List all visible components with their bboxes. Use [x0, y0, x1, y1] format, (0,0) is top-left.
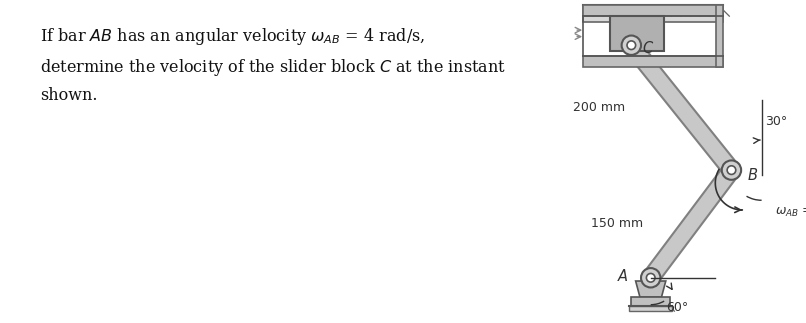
Text: 200 mm: 200 mm [573, 101, 625, 114]
Polygon shape [625, 40, 738, 175]
Text: If bar $AB$ has an angular velocity $\omega_{AB}$ = 4 rad/s,
determine the veloc: If bar $AB$ has an angular velocity $\om… [40, 26, 506, 104]
Polygon shape [644, 165, 738, 283]
Text: 60°: 60° [666, 301, 688, 315]
Circle shape [627, 41, 636, 49]
Bar [583, 5, 723, 16]
Text: 150 mm: 150 mm [591, 217, 642, 230]
Text: $B$: $B$ [746, 168, 758, 183]
Bar [631, 297, 670, 306]
Bar [583, 5, 723, 22]
Text: $A$: $A$ [617, 268, 629, 284]
Circle shape [721, 161, 742, 180]
Text: $\omega_{AB}$ = 4 rad/s: $\omega_{AB}$ = 4 rad/s [775, 203, 806, 219]
Bar [610, 16, 663, 51]
Bar [583, 56, 723, 67]
Text: $C$: $C$ [642, 40, 654, 57]
Bar [629, 306, 672, 311]
Circle shape [621, 36, 641, 55]
Circle shape [641, 268, 660, 287]
Polygon shape [636, 281, 666, 297]
Circle shape [727, 166, 736, 174]
Circle shape [646, 274, 655, 282]
Text: 30°: 30° [765, 115, 787, 128]
Bar [717, 5, 723, 67]
